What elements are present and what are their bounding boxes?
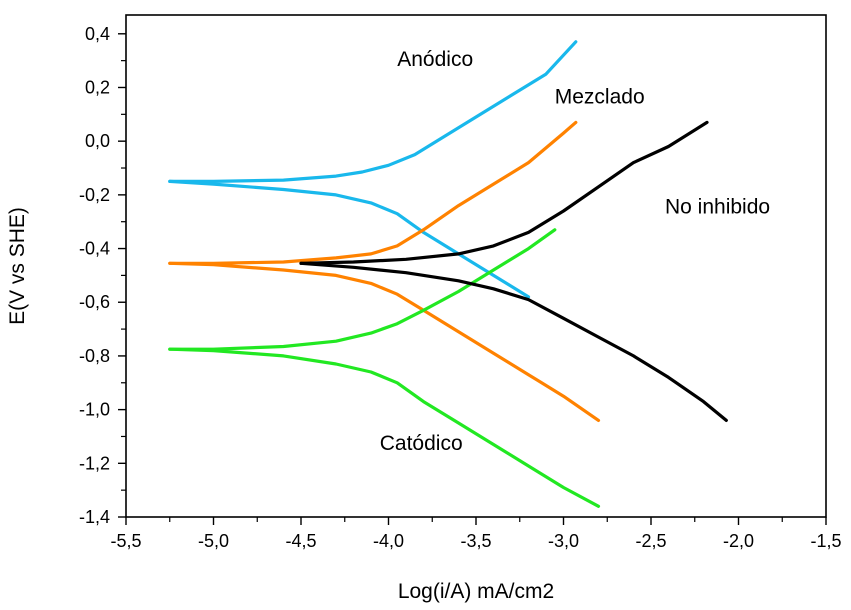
annotation-catodico: Catódico: [380, 432, 463, 455]
annotation-anodico: Anódico: [397, 48, 473, 71]
series-line-no-inhibido-lower: [299, 261, 728, 422]
y-tick-label: 0,0: [85, 131, 110, 151]
x-tick-label: -3,0: [548, 531, 579, 551]
y-tick-label: -0,4: [79, 239, 110, 259]
series-no-inhibido: [299, 120, 728, 422]
x-tick-label: -5,5: [110, 531, 141, 551]
series-line-catodico-upper: [168, 228, 557, 351]
annotation-no-inhibido: No inhibido: [665, 196, 770, 219]
y-tick-label: -1,0: [79, 400, 110, 420]
y-tick-label: -0,2: [79, 185, 110, 205]
y-tick-label: -0,8: [79, 346, 110, 366]
y-axis-title: E(V vs SHE): [6, 207, 29, 325]
series-line-anodico-lower: [168, 179, 531, 299]
x-tick-label: -4,0: [373, 531, 404, 551]
x-tick-label: -4,5: [285, 531, 316, 551]
y-tick-label: -0,6: [79, 292, 110, 312]
x-tick-label: -2,5: [635, 531, 666, 551]
x-tick-label: -2,0: [723, 531, 754, 551]
y-tick-label: 0,4: [85, 24, 110, 44]
series-catodico: [168, 228, 601, 508]
x-tick-label: -3,5: [460, 531, 491, 551]
y-tick-label: -1,4: [79, 507, 110, 527]
y-tick-label: -1,2: [79, 453, 110, 473]
series-layer: [168, 40, 728, 508]
series-line-no-inhibido-upper: [299, 120, 709, 265]
annotation-layer: Anódico Mezclado No inhibido Catódico: [380, 48, 770, 455]
series-line-mezclado-upper: [168, 120, 578, 265]
y-tick-label: 0,2: [85, 77, 110, 97]
series-line-catodico-lower: [168, 347, 601, 508]
x-axis-title: Log(i/A) mA/cm2: [398, 580, 554, 603]
series-line-anodico-upper: [168, 40, 578, 183]
annotation-mezclado: Mezclado: [555, 86, 645, 109]
series-line-mezclado-lower: [168, 261, 601, 422]
tick-layer: -5,5 -5,0 -4,5 -4,0 -3,5 -3,0 -2,5 -2,0 -1,5 0,4 0…: [79, 24, 842, 551]
series-anodico: [168, 40, 578, 299]
x-tick-label: -5,0: [198, 531, 229, 551]
series-mezclado: [168, 120, 601, 422]
x-tick-label: -1,5: [810, 531, 841, 551]
